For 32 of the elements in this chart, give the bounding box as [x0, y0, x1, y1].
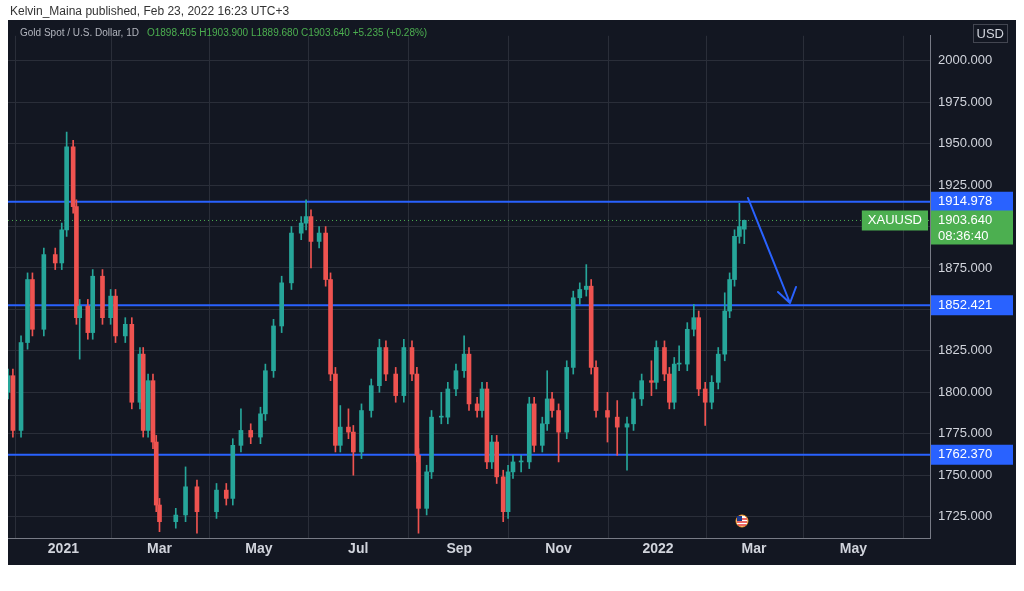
ref-line-label: 1852.421 — [938, 296, 993, 312]
x-tick-label: Mar — [741, 540, 768, 557]
y-tick-label: 1975.000 — [938, 93, 993, 109]
y-tick-label: 1825.000 — [938, 342, 993, 358]
y-tick-label: 1925.000 — [938, 176, 993, 192]
y-tick-label: 1725.000 — [938, 508, 993, 524]
x-tick-label: Mar — [147, 540, 173, 557]
ref-line-label: 1903.640 — [938, 212, 993, 228]
text: 08:36:40 — [938, 228, 989, 244]
candlestick — [614, 400, 620, 456]
y-tick-label: 2000.000 — [938, 52, 993, 68]
y-axis-title: USD — [972, 24, 1008, 43]
y-tick-label: 1875.000 — [938, 259, 993, 275]
x-tick-label: 2021 — [47, 540, 80, 557]
y-tick-label: 1950.000 — [938, 135, 993, 151]
text: Kelvin_Maina published, Feb 23, 2022 16:23 UTC+3 — [10, 4, 290, 18]
y-tick-label: 1775.000 — [938, 425, 993, 441]
ref-line-label: 1914.978 — [938, 193, 993, 209]
x-tick-label: May — [245, 540, 273, 557]
y-tick-label: 1800.000 — [938, 383, 993, 399]
x-tick-label: May — [839, 540, 868, 557]
candlestick — [583, 264, 589, 297]
chart-title: Gold Spot / U.S. Dollar, 1D — [20, 27, 139, 38]
chart-subtitle: O1898.405 H1903.900 L1889.680 C1903.640 +5.235 (+0.28%) — [146, 27, 428, 38]
x-tick-label: Sep — [446, 540, 473, 557]
candlestick — [77, 299, 83, 360]
x-tick-label: Nov — [545, 540, 573, 557]
x-tick-label: Jul — [348, 540, 369, 557]
x-tick-label: 2022 — [642, 540, 674, 557]
annotation: XAUUSD — [867, 212, 923, 228]
ref-line-label: 1762.370 — [938, 446, 993, 462]
y-tick-label: 1750.000 — [938, 466, 993, 482]
